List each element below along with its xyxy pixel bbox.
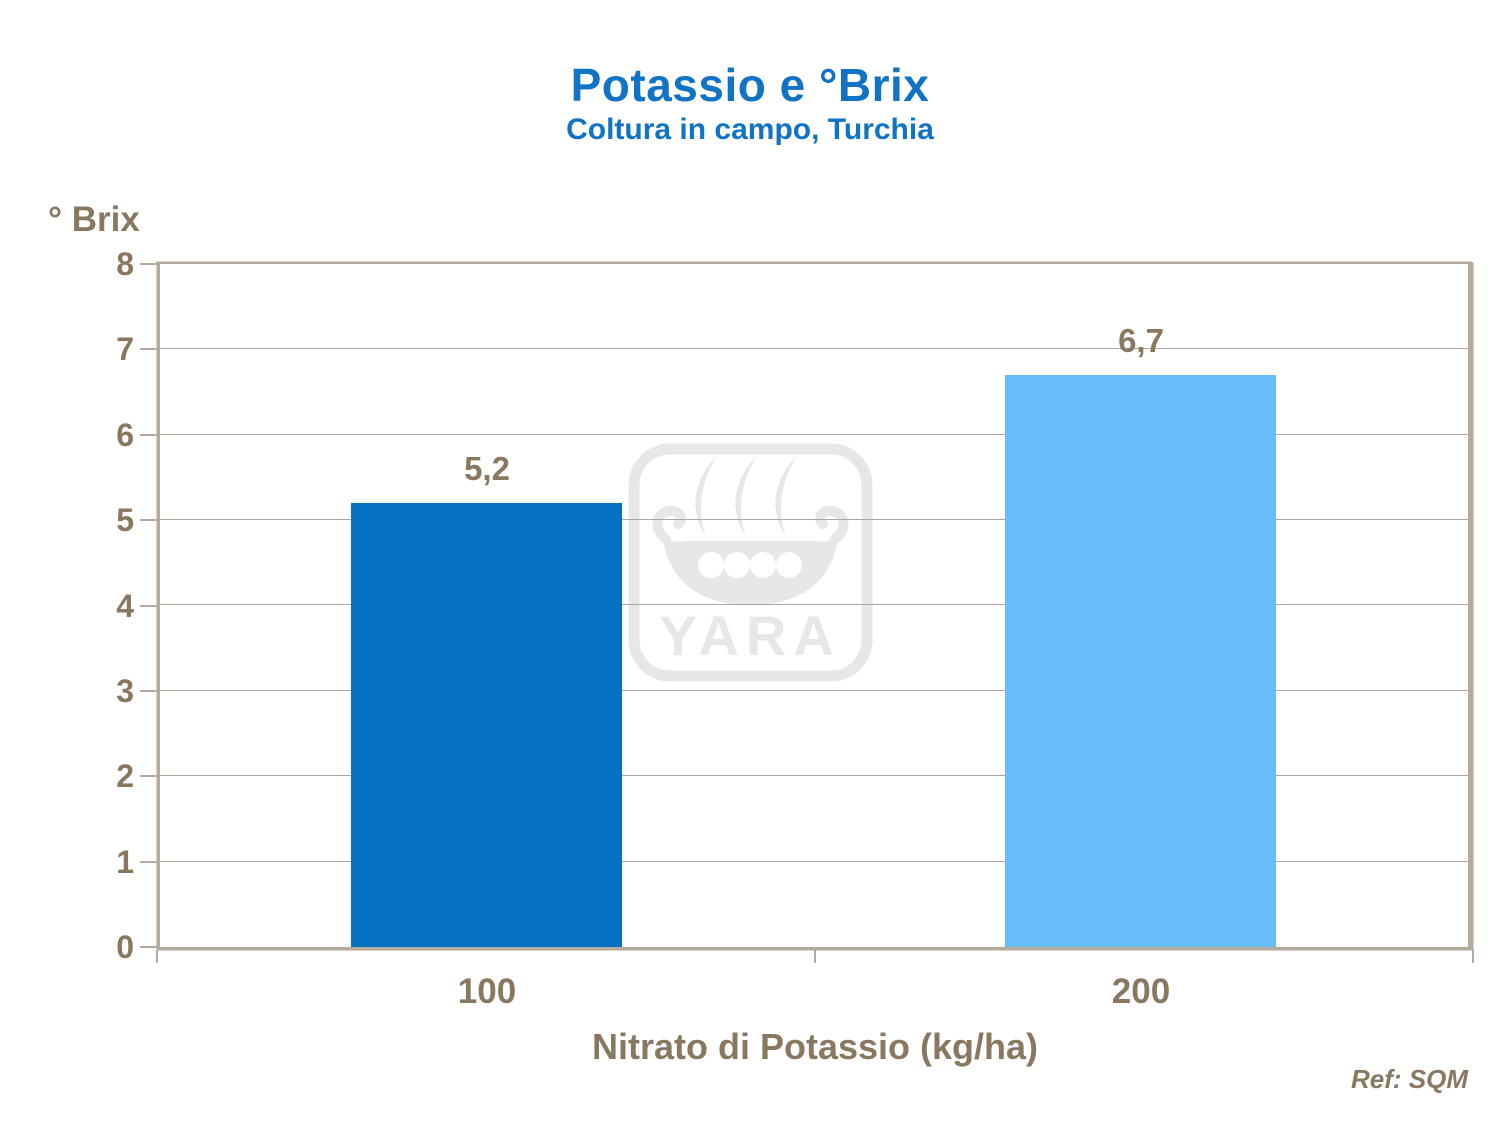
reference-note: Ref: SQM: [1351, 1064, 1468, 1094]
y-axis-tick: [140, 775, 157, 777]
y-tick-label: 0: [116, 929, 134, 965]
x-axis-tick: [156, 950, 158, 963]
y-tick-label: 2: [116, 758, 134, 794]
sail-icon: [775, 457, 796, 537]
gridline: [160, 861, 1468, 862]
shield-hole: [698, 552, 724, 578]
gridline: [160, 604, 1468, 605]
hull-icon: [662, 533, 839, 605]
gridline: [160, 434, 1468, 435]
gridline: [160, 519, 1468, 520]
y-tick-label: 6: [116, 417, 134, 453]
prow-curl-icon: [652, 505, 686, 544]
y-axis-title: ° Brix: [48, 200, 140, 239]
y-tick-label: 5: [116, 502, 134, 538]
bar-value-label: 5,2: [464, 450, 510, 487]
y-tick-label: 8: [116, 246, 134, 282]
yara-watermark-logo-icon: YARA: [628, 443, 873, 682]
y-axis-tick: [140, 263, 157, 265]
x-category-label: 200: [1111, 972, 1171, 1011]
y-axis-tick: [140, 348, 157, 350]
chart-title: Potassio e °Brix: [570, 59, 930, 111]
y-tick-label: 7: [116, 331, 134, 367]
shield-hole: [724, 552, 750, 578]
sail-icon: [735, 457, 756, 537]
plot-area: [157, 262, 1473, 950]
y-tick-label: 1: [116, 844, 134, 880]
chart-subtitle: Coltura in campo, Turchia: [566, 113, 934, 146]
shield-hole: [776, 552, 802, 578]
bar: [351, 503, 622, 947]
y-tick-label: 4: [116, 588, 134, 624]
gridline: [160, 348, 1468, 349]
x-axis-tick: [1472, 950, 1474, 963]
bar: [1005, 375, 1276, 947]
y-axis-tick: [140, 605, 157, 607]
y-tick-label: 3: [116, 673, 134, 709]
y-axis-tick: [140, 946, 157, 948]
y-axis-tick: [140, 861, 157, 863]
bar-value-label: 6,7: [1118, 322, 1164, 359]
y-axis-tick: [140, 519, 157, 521]
stern-curl-icon: [815, 505, 849, 544]
gridline: [160, 690, 1468, 691]
shield-hole: [750, 552, 776, 578]
watermark-frame: [628, 443, 873, 682]
x-axis-tick: [814, 950, 816, 963]
gridline: [160, 775, 1468, 776]
y-axis-tick: [140, 434, 157, 436]
x-axis-title: Nitrato di Potassio (kg/ha): [591, 1026, 1039, 1067]
sail-icon: [695, 457, 716, 537]
x-category-label: 100: [457, 972, 517, 1011]
y-axis-tick: [140, 690, 157, 692]
watermark-text: YARA: [659, 604, 841, 667]
